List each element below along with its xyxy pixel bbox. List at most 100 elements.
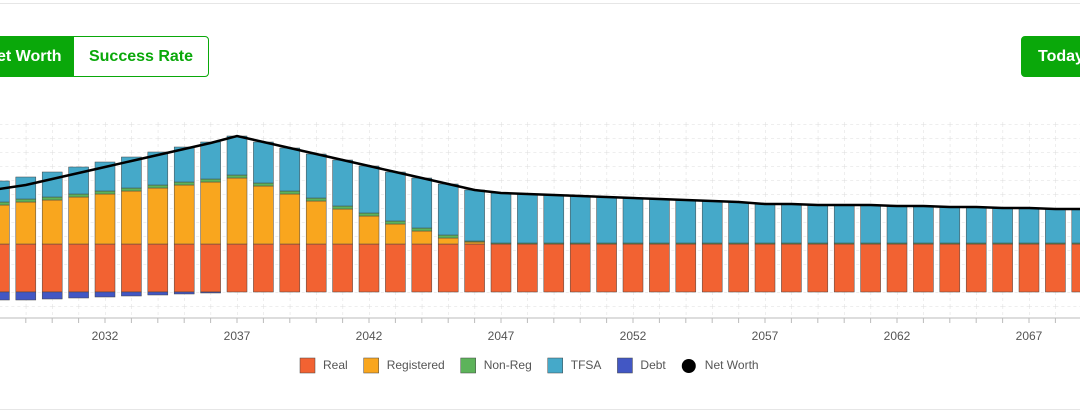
bar-segment: [94, 190, 116, 195]
bar-segment: [913, 243, 934, 293]
bar-segment: [939, 206, 961, 244]
bar-segment: [1018, 243, 1040, 293]
bar-segment: [833, 243, 855, 293]
bar-segment: [411, 227, 433, 232]
legend-label: Net Worth: [705, 358, 759, 372]
bar-segment: [464, 243, 485, 293]
net-worth-line: [0, 134, 1080, 211]
success-rate-button[interactable]: Success Rate: [73, 36, 209, 77]
bar-segment: [332, 208, 353, 245]
bar-segment: [411, 243, 433, 293]
bar-segment: [358, 215, 380, 245]
bar-segment: [675, 199, 697, 244]
bar-segment: [701, 243, 723, 293]
bar-segment: [807, 204, 829, 244]
bar-segment: [385, 223, 406, 245]
bar-segment: [121, 291, 142, 297]
bar-segment: [543, 194, 565, 244]
bar-segment: [965, 243, 987, 293]
bar-segment: [939, 243, 961, 293]
bar-segment: [68, 291, 89, 299]
bar-segment: [15, 243, 37, 293]
bar-segment: [358, 243, 380, 293]
bar-segment: [992, 207, 1013, 244]
bar-segment: [94, 291, 116, 298]
bar-segment: [121, 190, 142, 245]
bar-segment: [728, 243, 749, 293]
bar-segment: [385, 220, 406, 225]
bar-segment: [15, 176, 37, 200]
today-button[interactable]: Today: [1021, 36, 1080, 77]
bar-segment: [253, 141, 274, 184]
legend-label: Real: [323, 358, 348, 372]
legend-label: TFSA: [571, 358, 602, 372]
bar-segment: [622, 243, 644, 293]
bar-segment: [173, 184, 195, 245]
bar-segment: [385, 171, 406, 222]
bar-segment: [200, 178, 221, 183]
bar-segment: [411, 230, 433, 245]
bar-segment: [596, 196, 617, 244]
bar-segment: [147, 243, 169, 293]
top-border: [0, 3, 1080, 4]
bar-segment: [305, 197, 327, 202]
bar-segment: [173, 291, 195, 295]
bar-segment: [200, 141, 221, 180]
bar-segment: [41, 243, 63, 293]
bar-segment: [728, 201, 749, 244]
x-tick-label: 2037: [224, 329, 251, 343]
legend-swatch: [681, 359, 696, 373]
bar-segment: [596, 243, 617, 293]
bar-segment: [1071, 208, 1080, 244]
bar-segment: [992, 243, 1013, 293]
bar-segment: [464, 189, 485, 242]
bar-segment: [437, 243, 459, 293]
bar-segment: [781, 203, 802, 244]
bar-segment: [173, 243, 195, 293]
bar-segment: [226, 243, 248, 293]
bar-segment: [913, 205, 934, 244]
bar-segment: [807, 243, 829, 293]
bar-segment: [305, 153, 327, 199]
bar-segment: [0, 201, 10, 206]
bar-segment: [15, 198, 37, 203]
legend-label: Non-Reg: [484, 358, 532, 372]
legend-label: Registered: [387, 358, 445, 372]
bar-segment: [173, 146, 195, 183]
bar-segment: [147, 151, 169, 186]
bar-segment: [0, 243, 10, 293]
bar-segment: [147, 187, 169, 245]
x-tick-label: 2057: [752, 329, 779, 343]
bar-segment: [965, 206, 987, 244]
bar-segment: [569, 243, 591, 293]
bar-segment: [121, 156, 142, 189]
bar-segment: [41, 291, 63, 300]
bar-segment: [517, 193, 538, 244]
bar-segment: [226, 177, 248, 245]
bar-segment: [94, 193, 116, 245]
bar-segment: [437, 237, 459, 245]
legend-swatch: [299, 357, 316, 374]
bar-segment: [200, 291, 221, 294]
legend-swatch: [363, 357, 379, 374]
bar-segment: [332, 159, 353, 207]
legend: Real Registered Non-Reg TFSA Debt Net Worth: [299, 357, 759, 374]
bar-segment: [0, 291, 10, 301]
bar-segment: [543, 243, 565, 293]
bar-segment: [0, 180, 10, 203]
bar-segment: [0, 204, 10, 245]
bar-segment: [1045, 208, 1066, 244]
x-tick-label: 2062: [884, 329, 911, 343]
bar-segment: [781, 243, 802, 293]
bar-segment: [279, 193, 301, 245]
bar-segment: [385, 243, 406, 293]
legend-label: Debt: [640, 358, 666, 372]
bar-segment: [1071, 243, 1080, 293]
bar-segment: [305, 243, 327, 293]
bar-segment: [279, 147, 301, 192]
bar-segment: [860, 243, 881, 293]
bar-segment: [675, 243, 697, 293]
net-worth-button[interactable]: Net Worth: [0, 36, 73, 77]
bar-segment: [1018, 207, 1040, 244]
